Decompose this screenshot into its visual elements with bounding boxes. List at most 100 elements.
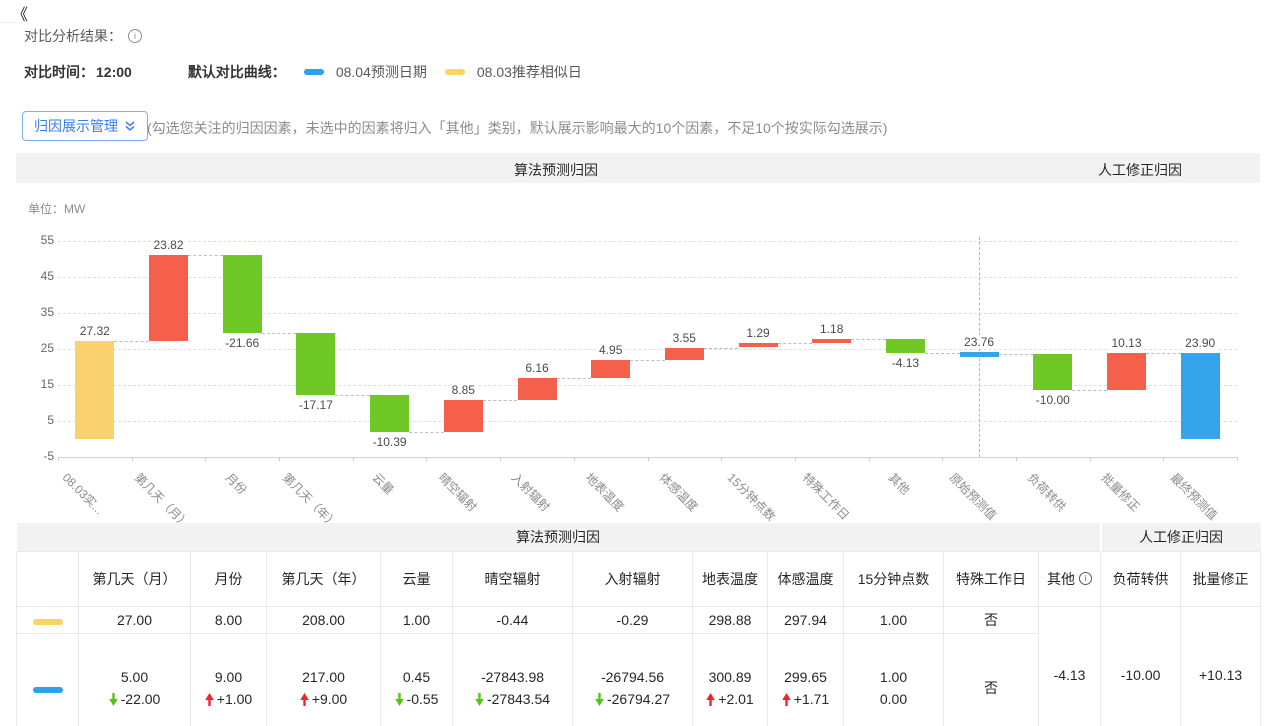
connector-line [114, 340, 149, 342]
waterfall-bar[interactable] [664, 347, 704, 361]
attribution-manage-button-label: 归因展示管理 [34, 118, 118, 134]
cell: 否 [943, 632, 1039, 726]
axis-tick-mark [647, 457, 649, 461]
axis-tick-mark [500, 457, 502, 461]
default-curve-label: 默认对比曲线： [187, 64, 286, 80]
bar-value-label: -4.13 [889, 356, 922, 371]
arrow-up-icon [204, 692, 214, 706]
connector-line [851, 338, 886, 340]
connector-line [482, 400, 518, 402]
axis-tick-mark [573, 457, 575, 461]
connector-line [409, 432, 444, 434]
waterfall-bar[interactable] [738, 342, 778, 348]
bar-value-label: -10.00 [1033, 392, 1072, 407]
x-axis-label: 批量修正 [1098, 470, 1143, 515]
bar-value-label: -10.39 [370, 435, 409, 450]
connector-line [998, 353, 1034, 355]
axis-tick-mark [1089, 457, 1091, 461]
hint-text: (勾选您关注的归因因素，未选中的因素将归入「其他」类别，默认展示影响最大的10个… [147, 120, 888, 136]
connector-line [188, 254, 223, 256]
col-month: 月份 [190, 550, 267, 607]
col-clear-sky-radiation: 晴空辐射 [452, 550, 573, 607]
unit-label: 单位：MW [28, 202, 86, 216]
cell: 0.45 -0.55 [380, 632, 453, 726]
bar-value-label: 27.32 [77, 323, 112, 338]
col-other: 其他 i [1037, 550, 1102, 607]
axis-tick-mark [131, 457, 133, 461]
y-axis-tick-label: -5 [43, 449, 54, 463]
legend-item-forecast[interactable]: 08.04预测日期 [303, 62, 427, 82]
col-surface-temp: 地表温度 [692, 550, 768, 607]
bar-value-label: 8.85 [449, 383, 477, 398]
cell-batch-revision-merged: +10.13 [1180, 605, 1262, 726]
waterfall-bar[interactable] [149, 254, 188, 341]
cell: 208.00 [266, 605, 381, 634]
chart-section-band: 算法预测归因 人工修正归因 [16, 153, 1260, 183]
bar-value-label: 10.13 [1109, 336, 1144, 350]
waterfall-bar[interactable] [1033, 353, 1073, 390]
waterfall-bar[interactable] [1107, 353, 1146, 390]
connector-line [556, 378, 592, 380]
arrow-down-icon [394, 692, 404, 706]
y-axis-tick-label: 55 [40, 233, 54, 247]
y-axis-tick-label: 35 [40, 305, 54, 319]
connector-line [335, 394, 371, 396]
col-cloud: 云量 [380, 550, 453, 607]
legend-swatch-blue [303, 69, 324, 75]
x-axis-label: 最终预测值 [1167, 470, 1221, 523]
cell: -27843.98 -27843.54 [452, 632, 573, 726]
x-axis-label: 15分钟点数 [724, 470, 779, 524]
waterfall-bar[interactable] [443, 400, 483, 433]
info-icon[interactable]: i [128, 29, 142, 43]
table-header-row: 第几天（月） 月份 第几天（年） 云量 晴空辐射 入射辐射 地表温度 体感温度 … [16, 550, 1262, 607]
col-other-label: 其他 [1047, 570, 1076, 587]
cell: 1.00 0.00 [843, 632, 944, 726]
cell: 1.00 [843, 605, 944, 634]
gridline [58, 241, 1237, 242]
waterfall-bar[interactable] [222, 254, 262, 333]
attribution-manage-button[interactable]: 归因展示管理 [22, 111, 148, 141]
waterfall-bar[interactable] [885, 338, 925, 354]
x-axis-label: 入射辐射 [508, 470, 553, 515]
legend-item-similar-day[interactable]: 08.03推荐相似日 [444, 62, 582, 82]
bar-value-label: 4.95 [597, 343, 625, 358]
section-divider-line [979, 237, 981, 457]
cell-load-transfer-merged: -10.00 [1100, 605, 1182, 726]
waterfall-bar[interactable] [296, 332, 336, 395]
cell: -0.44 [452, 605, 573, 634]
waterfall-bar[interactable] [812, 338, 852, 343]
connector-line [777, 342, 813, 344]
axis-tick-mark [58, 457, 59, 461]
arrow-down-icon [595, 692, 604, 706]
info-icon[interactable]: i [1079, 572, 1093, 585]
waterfall-bar[interactable] [517, 378, 557, 401]
waterfall-bar[interactable] [591, 360, 631, 378]
compare-time-label: 对比时间： [24, 64, 94, 80]
bar-value-label: 23.82 [151, 237, 186, 252]
cell-other-merged: -4.13 [1037, 605, 1102, 726]
table-group-manual: 人工修正归因 [1099, 523, 1261, 551]
col-day-of-month: 第几天（月） [78, 550, 191, 607]
collapse-panel-icon[interactable]: 《 [12, 7, 29, 24]
x-axis-label: 晴空辐射 [435, 470, 480, 515]
axis-tick-mark [426, 457, 428, 461]
section-title-manual: 人工修正归因 [1098, 162, 1182, 178]
bar-value-label: 3.55 [670, 330, 698, 345]
table-group-header-row: 算法预测归因 人工修正归因 [16, 523, 1261, 551]
waterfall-bar[interactable] [370, 394, 410, 433]
waterfall-bar[interactable] [1180, 353, 1220, 439]
axis-tick-mark [721, 457, 723, 461]
bar-value-label: 6.16 [523, 361, 551, 376]
legend-swatch-yellow [444, 69, 465, 75]
section-title-algorithm: 算法预测归因 [514, 162, 598, 178]
waterfall-bar[interactable] [959, 351, 999, 357]
arrow-down-icon [475, 692, 484, 706]
x-axis-label: 地表温度 [582, 470, 627, 515]
x-axis-label: 月份 [222, 470, 250, 498]
bar-value-label: 1.29 [744, 325, 772, 340]
cell: 1.00 [380, 605, 453, 634]
connector-line [703, 347, 739, 349]
axis-tick-mark [794, 457, 796, 461]
waterfall-bar[interactable] [75, 340, 115, 439]
cell: 否 [943, 605, 1039, 634]
